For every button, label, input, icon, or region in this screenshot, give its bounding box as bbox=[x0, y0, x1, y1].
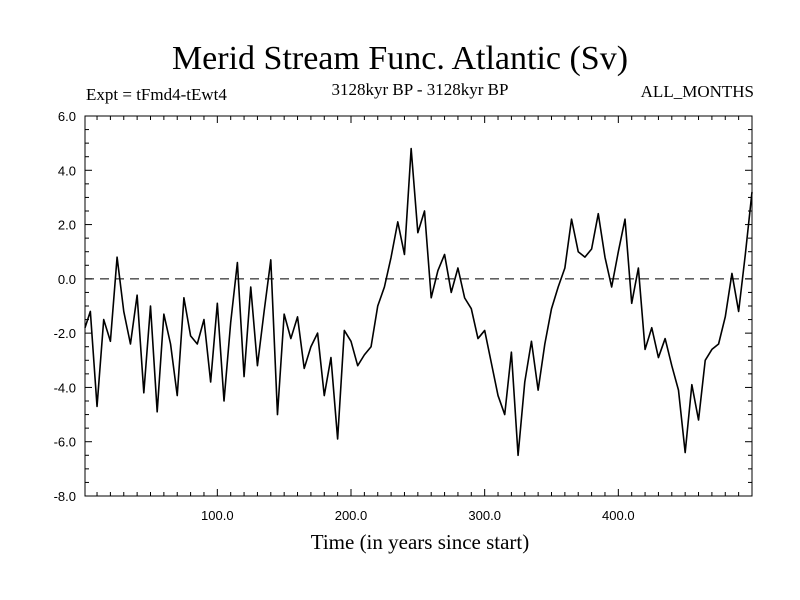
x-tick-label: 200.0 bbox=[335, 508, 368, 523]
y-tick-label: -4.0 bbox=[54, 380, 76, 395]
chart-title: Merid Stream Func. Atlantic (Sv) bbox=[171, 40, 629, 77]
x-axis-label: Time (in years since start) bbox=[310, 530, 530, 554]
x-tick-label: 400.0 bbox=[602, 508, 635, 523]
series-line-0 bbox=[84, 147, 753, 457]
y-tick-label: 6.0 bbox=[58, 109, 76, 124]
y-tick-label: 4.0 bbox=[58, 163, 76, 178]
x-tick-label: 100.0 bbox=[201, 508, 234, 523]
y-tick-label: -8.0 bbox=[54, 489, 76, 504]
x-tick-label: 300.0 bbox=[468, 508, 501, 523]
experiment-label: Expt = tFmd4-tEwt4 bbox=[86, 85, 227, 104]
y-tick-label: 2.0 bbox=[58, 218, 76, 233]
chart-subtitle: 3128kyr BP - 3128kyr BP bbox=[331, 80, 509, 99]
y-tick-label: 0.0 bbox=[58, 272, 76, 287]
y-tick-label: -6.0 bbox=[54, 435, 76, 450]
y-tick-label: -2.0 bbox=[54, 326, 76, 341]
months-label: ALL_MONTHS bbox=[640, 82, 754, 101]
